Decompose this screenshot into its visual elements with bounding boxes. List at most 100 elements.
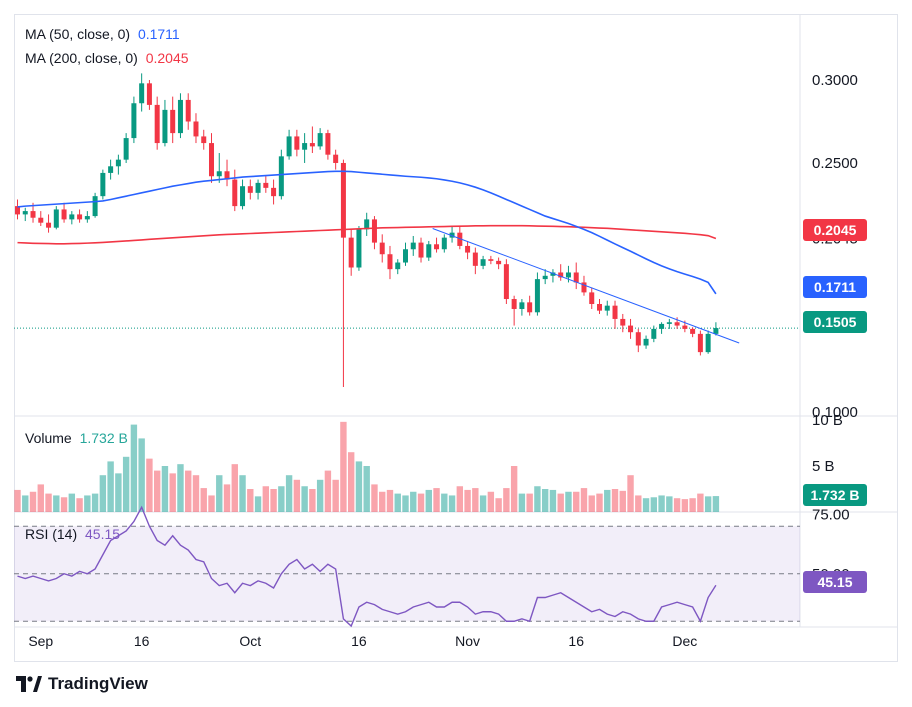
volume-bar — [627, 475, 634, 512]
volume-bar — [130, 424, 138, 512]
volume-bar — [464, 489, 471, 512]
candle-body — [612, 305, 618, 319]
volume-bar — [60, 497, 68, 512]
volume-bar — [549, 489, 557, 512]
volume-bar — [712, 496, 720, 512]
volume-bar — [146, 458, 153, 512]
volume-bar — [472, 488, 479, 512]
candle-body — [348, 237, 354, 268]
volume-bar — [557, 493, 564, 512]
candle-body — [209, 143, 214, 177]
volume-bar — [332, 479, 339, 512]
time-axis-tick: 16 — [134, 633, 150, 649]
legend-ma50[interactable]: MA (50, close, 0) 0.1711 — [25, 26, 180, 42]
volume-bar — [285, 475, 293, 512]
volume-bar — [76, 498, 83, 512]
volume-bar — [635, 495, 642, 512]
rsi-badge: 45.15 — [803, 571, 867, 593]
volume-bar — [185, 470, 192, 512]
volume-bar — [200, 488, 207, 512]
volume-bar — [573, 491, 580, 512]
volume-bar — [107, 461, 114, 512]
volume-bar — [503, 488, 510, 512]
volume-bar — [278, 486, 285, 512]
volume-bar — [153, 470, 161, 512]
volume-bar — [596, 493, 603, 512]
candle-body — [115, 159, 121, 167]
candle-body — [317, 133, 323, 147]
candle-body — [449, 232, 455, 238]
volume-bar — [534, 486, 541, 512]
volume-bar — [588, 495, 595, 512]
candle-body — [410, 242, 416, 250]
legend-rsi-value: 45.15 — [85, 526, 121, 542]
volume-bar — [666, 496, 673, 512]
volume-bar — [231, 464, 238, 512]
time-axis-tick: Dec — [672, 633, 697, 649]
rsi-line — [17, 505, 717, 628]
volume-bar — [99, 475, 107, 512]
candle-body — [550, 272, 556, 276]
volume-bar — [673, 498, 681, 512]
candle-body — [100, 172, 106, 197]
volume-bar — [394, 493, 401, 512]
candle-body — [674, 322, 680, 326]
volume-badge: 1.732 B — [803, 484, 867, 506]
candle-body — [472, 252, 478, 266]
volume-bar — [84, 495, 91, 512]
volume-bar — [161, 466, 169, 512]
candle-body — [309, 143, 315, 147]
candle-body — [356, 229, 362, 268]
candle-body — [177, 99, 183, 134]
candle-body — [46, 222, 52, 228]
candle-body — [92, 196, 98, 217]
candle-body — [255, 182, 261, 193]
candle-body — [240, 186, 246, 207]
tradingview-logo[interactable]: TradingView — [16, 674, 148, 694]
candle-body — [123, 138, 129, 160]
candle-body — [682, 325, 688, 329]
candle-body — [503, 264, 509, 300]
volume-bar — [487, 491, 495, 512]
candle-body — [690, 328, 696, 334]
ma200-line — [17, 224, 717, 245]
candle-body — [496, 260, 502, 265]
volume-bar — [355, 461, 363, 512]
candle-body — [333, 154, 339, 163]
volume-bar — [433, 488, 440, 512]
legend-ma200[interactable]: MA (200, close, 0) 0.2045 — [25, 50, 189, 66]
candle-body — [651, 328, 657, 339]
volume-bar — [22, 495, 29, 512]
candle-body — [534, 279, 540, 313]
legend-volume-value: 1.732 B — [79, 430, 128, 446]
volume-bar — [495, 498, 502, 512]
legend-volume[interactable]: Volume 1.732 B — [25, 430, 128, 446]
volume-bar — [642, 498, 650, 512]
candle-body — [511, 299, 517, 309]
volume-bar — [223, 484, 231, 512]
ma50-line — [17, 170, 717, 295]
candle-body — [247, 186, 253, 193]
candle-body — [480, 259, 486, 266]
candle-body — [108, 166, 114, 173]
legend-rsi-label: RSI (14) — [25, 526, 78, 542]
candle-body — [364, 219, 370, 230]
time-axis-tick: Sep — [28, 633, 53, 649]
volume-bar — [658, 495, 665, 512]
candle-body — [395, 262, 401, 270]
volume-bar — [611, 489, 619, 512]
candle-body — [558, 272, 564, 278]
candle-body — [263, 182, 269, 188]
price-axis-tick: 0.2500 — [812, 155, 858, 172]
volume-bar — [604, 489, 611, 512]
candle-body — [294, 136, 300, 150]
legend-rsi[interactable]: RSI (14) 45.15 — [25, 526, 120, 542]
volume-bar — [262, 486, 270, 512]
volume-bar — [324, 470, 332, 512]
volume-bar — [14, 489, 21, 512]
volume-bar — [417, 493, 425, 512]
volume-bar — [386, 489, 394, 512]
candle-body — [216, 171, 222, 177]
volume-bar — [216, 475, 223, 512]
